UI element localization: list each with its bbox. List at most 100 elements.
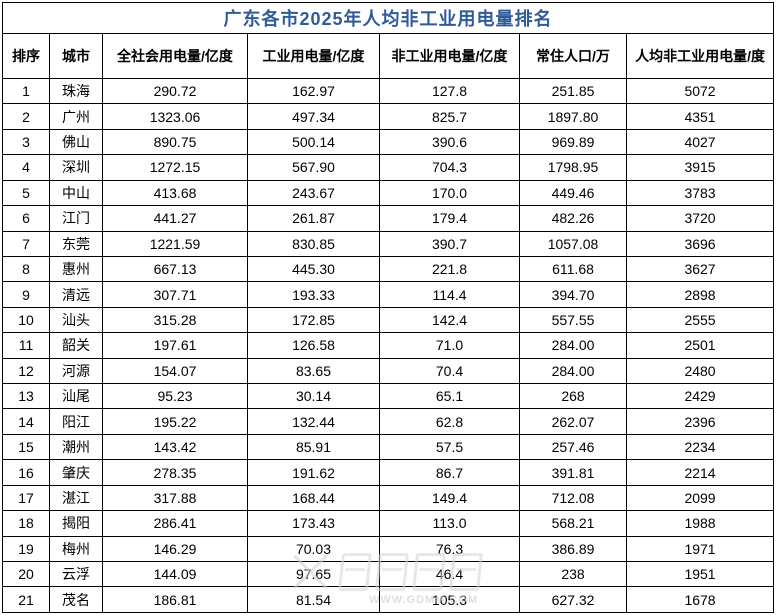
value-cell: 65.1 xyxy=(379,383,520,410)
value-cell: 221.8 xyxy=(379,255,520,283)
value-cell: 71.0 xyxy=(379,332,520,359)
rank-cell: 3 xyxy=(2,128,50,156)
value-cell: 86.7 xyxy=(379,459,520,486)
city-cell: 茂名 xyxy=(49,586,103,613)
value-cell: 142.4 xyxy=(379,306,520,334)
column-header: 排序 xyxy=(2,33,50,79)
rank-cell: 4 xyxy=(2,154,50,181)
column-header: 人均非工业用电量/度 xyxy=(625,33,775,79)
table-row: 20 云浮 144.09 97.65 46.4 238 1951 xyxy=(2,561,775,588)
value-cell: 611.68 xyxy=(519,255,627,283)
value-cell: 445.30 xyxy=(247,255,380,283)
city-cell: 清远 xyxy=(49,281,103,308)
value-cell: 704.3 xyxy=(379,154,520,181)
value-cell: 97.65 xyxy=(247,561,380,588)
value-cell: 3696 xyxy=(625,230,775,257)
city-cell: 东莞 xyxy=(49,230,103,257)
value-cell: 568.21 xyxy=(519,510,627,537)
value-cell: 143.42 xyxy=(102,433,248,461)
value-cell: 95.23 xyxy=(102,383,248,410)
value-cell: 179.4 xyxy=(379,205,520,232)
value-cell: 290.72 xyxy=(102,77,248,105)
value-cell: 2099 xyxy=(625,484,775,512)
value-cell: 262.07 xyxy=(519,408,627,435)
value-cell: 2898 xyxy=(625,281,775,308)
value-cell: 2555 xyxy=(625,306,775,334)
value-cell: 2501 xyxy=(625,332,775,359)
value-cell: 197.61 xyxy=(102,332,248,359)
value-cell: 3720 xyxy=(625,205,775,232)
rank-cell: 19 xyxy=(2,535,50,563)
city-cell: 汕头 xyxy=(49,306,103,334)
value-cell: 191.62 xyxy=(247,459,380,486)
city-cell: 深圳 xyxy=(49,154,103,181)
value-cell: 2429 xyxy=(625,383,775,410)
value-cell: 286.41 xyxy=(102,510,248,537)
value-cell: 4351 xyxy=(625,103,775,130)
value-cell: 3627 xyxy=(625,255,775,283)
value-cell: 1678 xyxy=(625,586,775,613)
value-cell: 449.46 xyxy=(519,179,627,207)
value-cell: 261.87 xyxy=(247,205,380,232)
value-cell: 4027 xyxy=(625,128,775,156)
value-cell: 1988 xyxy=(625,510,775,537)
value-cell: 30.14 xyxy=(247,383,380,410)
value-cell: 307.71 xyxy=(102,281,248,308)
city-cell: 梅州 xyxy=(49,535,103,563)
table-row: 17 湛江 317.88 168.44 149.4 712.08 2099 xyxy=(2,484,775,512)
table-row: 7 东莞 1221.59 830.85 390.7 1057.08 3696 xyxy=(2,230,775,257)
city-cell: 阳江 xyxy=(49,408,103,435)
value-cell: 195.22 xyxy=(102,408,248,435)
rank-cell: 2 xyxy=(2,103,50,130)
value-cell: 315.28 xyxy=(102,306,248,334)
table-row: 8 惠州 667.13 445.30 221.8 611.68 3627 xyxy=(2,255,775,283)
rank-cell: 15 xyxy=(2,433,50,461)
value-cell: 386.89 xyxy=(519,535,627,563)
value-cell: 238 xyxy=(519,561,627,588)
rank-cell: 10 xyxy=(2,306,50,334)
value-cell: 162.97 xyxy=(247,77,380,105)
value-cell: 113.0 xyxy=(379,510,520,537)
value-cell: 146.29 xyxy=(102,535,248,563)
value-cell: 114.4 xyxy=(379,281,520,308)
rank-cell: 9 xyxy=(2,281,50,308)
value-cell: 2234 xyxy=(625,433,775,461)
value-cell: 284.00 xyxy=(519,357,627,385)
value-cell: 172.85 xyxy=(247,306,380,334)
value-cell: 1272.15 xyxy=(102,154,248,181)
table-row: 16 肇庆 278.35 191.62 86.7 391.81 2214 xyxy=(2,459,775,486)
table-row: 21 茂名 186.81 81.54 105.3 627.32 1678 xyxy=(2,586,775,613)
rank-cell: 18 xyxy=(2,510,50,537)
city-cell: 肇庆 xyxy=(49,459,103,486)
value-cell: 168.44 xyxy=(247,484,380,512)
rank-cell: 13 xyxy=(2,383,50,410)
value-cell: 2396 xyxy=(625,408,775,435)
value-cell: 667.13 xyxy=(102,255,248,283)
table-row: 11 韶关 197.61 126.58 71.0 284.00 2501 xyxy=(2,332,775,359)
value-cell: 251.85 xyxy=(519,77,627,105)
rank-cell: 12 xyxy=(2,357,50,385)
value-cell: 441.27 xyxy=(102,205,248,232)
value-cell: 390.7 xyxy=(379,230,520,257)
table-row: 6 江门 441.27 261.87 179.4 482.26 3720 xyxy=(2,205,775,232)
title-row: 广东各市2025年人均非工业用电量排名 xyxy=(1,2,775,34)
value-cell: 243.67 xyxy=(247,179,380,207)
column-header: 全社会用电量/亿度 xyxy=(102,33,248,79)
table-row: 1 珠海 290.72 162.97 127.8 251.85 5072 xyxy=(2,77,775,105)
value-cell: 1221.59 xyxy=(102,230,248,257)
value-cell: 3915 xyxy=(625,154,775,181)
value-cell: 413.68 xyxy=(102,179,248,207)
rank-cell: 21 xyxy=(2,586,50,613)
value-cell: 830.85 xyxy=(247,230,380,257)
value-cell: 712.08 xyxy=(519,484,627,512)
rank-cell: 20 xyxy=(2,561,50,588)
table-row: 13 汕尾 95.23 30.14 65.1 268 2429 xyxy=(2,383,775,410)
value-cell: 257.46 xyxy=(519,433,627,461)
value-cell: 46.4 xyxy=(379,561,520,588)
city-cell: 潮州 xyxy=(49,433,103,461)
value-cell: 1951 xyxy=(625,561,775,588)
city-cell: 珠海 xyxy=(49,77,103,105)
city-cell: 揭阳 xyxy=(49,510,103,537)
value-cell: 170.0 xyxy=(379,179,520,207)
